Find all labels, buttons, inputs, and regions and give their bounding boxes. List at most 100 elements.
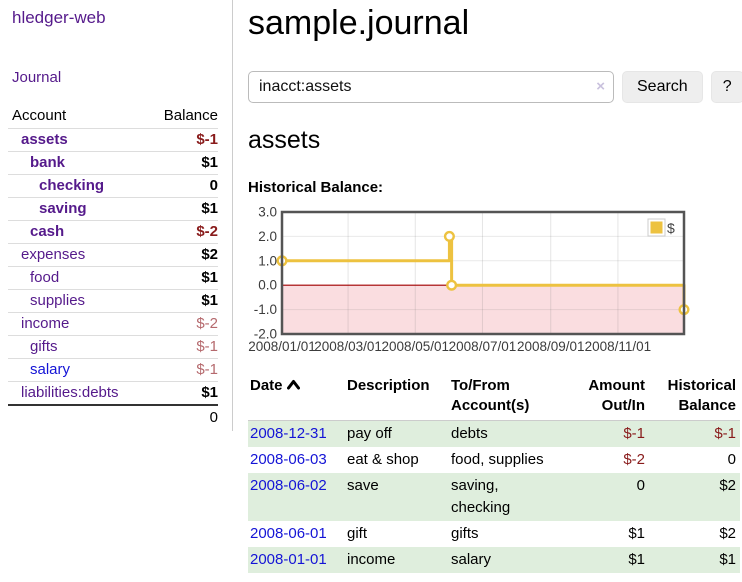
search-button[interactable]: Search (622, 71, 703, 103)
account-link-gifts[interactable]: gifts (30, 338, 58, 355)
historical-balance-chart: $3.0 2.0 1.0 0.0 -1.0 -2.0 2008/01/01 2008/03/0… (248, 205, 694, 362)
sidebar: hledger-web Journal Account Balance asse… (0, 0, 233, 431)
account-balance: $1 (201, 292, 218, 309)
help-button[interactable]: ? (710, 71, 742, 103)
account-balance: $-1 (196, 361, 218, 378)
register-header-balance: Historical Balance (649, 374, 740, 421)
account-row: salary $-1 (8, 358, 218, 381)
account-link-bank[interactable]: bank (30, 154, 66, 171)
account-link-checking[interactable]: checking (39, 177, 105, 194)
transaction-amount: $-1 (623, 425, 645, 442)
y-tick-label: 3.0 (258, 206, 277, 220)
transaction-date-link[interactable]: 2008-12-31 (250, 425, 327, 442)
accounts-rows: assets $-1 bank $1 checking 0 saving $1 cash $-2 e… (8, 128, 218, 404)
accounts-total-value: 0 (209, 409, 218, 426)
account-link-salary[interactable]: salary (30, 361, 71, 378)
transaction-date-link[interactable]: 2008-01-01 (250, 551, 327, 568)
account-balance: $-2 (196, 223, 218, 240)
chart-title: Historical Balance: (248, 179, 384, 196)
register-row: 2008-06-02 save saving, checking 0 $2 (248, 473, 740, 521)
x-tick-label: 2008/11/01 (585, 339, 652, 354)
negative-region (283, 285, 683, 333)
account-link-assets[interactable]: assets (21, 131, 68, 148)
legend-label: $ (667, 220, 675, 236)
y-tick-label: 1.0 (258, 253, 277, 268)
register-header-row: Date Description To/From Account(s) Amoun… (248, 374, 740, 421)
x-tick-label: 2008/05/01 (381, 339, 449, 354)
x-tick-label: 2008/09/01 (517, 339, 585, 354)
data-point-marker (443, 230, 455, 242)
account-balance: $1 (201, 384, 218, 401)
x-tick-label: 2008/07/01 (449, 339, 517, 354)
account-row: gifts $-1 (8, 335, 218, 358)
clear-search-icon[interactable]: × (596, 78, 605, 95)
page-title: sample.journal (248, 4, 470, 42)
transaction-accounts: salary (451, 551, 492, 568)
x-tick-label: 2008/01/01 (248, 339, 316, 354)
transaction-description: income (347, 551, 396, 568)
account-link-expenses[interactable]: expenses (21, 246, 86, 263)
register-row: 2008-01-01 income salary $1 $1 (248, 547, 740, 573)
y-tick-label: 2.0 (258, 229, 277, 244)
chart-svg: $3.0 2.0 1.0 0.0 -1.0 -2.02008/01/012008/03/0… (248, 205, 690, 354)
search-form: × Search ? (248, 71, 742, 103)
account-balance: $2 (201, 246, 218, 263)
transaction-date-link[interactable]: 2008-06-03 (250, 451, 327, 468)
transaction-amount: 0 (636, 477, 645, 494)
account-row: assets $-1 (8, 128, 218, 151)
transaction-balance: $2 (719, 477, 736, 494)
account-row: bank $1 (8, 151, 218, 174)
account-row: saving $1 (8, 197, 218, 220)
transaction-accounts: gifts (451, 525, 479, 542)
transaction-description: gift (347, 525, 368, 542)
account-row: income $-2 (8, 312, 218, 335)
accounts-table-header: Account Balance (8, 105, 218, 128)
register-header-date[interactable]: Date (248, 374, 345, 421)
accounts-header-balance: Balance (163, 107, 218, 124)
account-link-food[interactable]: food (30, 269, 60, 286)
y-tick-label: -1.0 (254, 302, 277, 317)
transaction-amount: $1 (628, 525, 645, 542)
search-input[interactable] (248, 71, 614, 103)
account-balance: $1 (201, 154, 218, 171)
account-balance: $1 (201, 269, 218, 286)
account-heading: assets (248, 126, 321, 154)
plot-border (280, 210, 686, 336)
sort-ascending-icon (286, 376, 300, 396)
transaction-balance: $1 (719, 551, 736, 568)
transaction-amount: $-2 (623, 451, 645, 468)
register-header-amount: Amount Out/In (565, 374, 649, 421)
register-row: 2008-06-03 eat & shop food, supplies $-2 0 (248, 447, 740, 473)
transaction-date-link[interactable]: 2008-06-02 (250, 477, 327, 494)
transaction-accounts: debts (451, 425, 488, 442)
account-row: liabilities:debts $1 (8, 381, 218, 404)
account-link-income[interactable]: income (21, 315, 70, 332)
accounts-table: Account Balance assets $-1 bank $1 checking 0… (8, 105, 218, 427)
accounts-total-row: 0 (8, 404, 218, 427)
account-row: supplies $1 (8, 289, 218, 312)
register-header-accounts: To/From Account(s) (449, 374, 565, 421)
account-link-supplies[interactable]: supplies (30, 292, 86, 309)
account-balance: $1 (201, 200, 218, 217)
account-link-saving[interactable]: saving (39, 200, 87, 217)
account-row: food $1 (8, 266, 218, 289)
account-row: cash $-2 (8, 220, 218, 243)
account-row: expenses $2 (8, 243, 218, 266)
register-table: Date Description To/From Account(s) Amoun… (248, 374, 740, 573)
transaction-date-link[interactable]: 2008-06-01 (250, 525, 327, 542)
transaction-accounts: saving, checking (451, 477, 511, 516)
y-tick-label: 0.0 (258, 278, 277, 293)
account-link-cash[interactable]: cash (30, 223, 65, 240)
account-link-liabilities-debts[interactable]: liabilities:debts (21, 384, 119, 401)
account-balance: $-1 (196, 131, 218, 148)
register-row: 2008-06-01 gift gifts $1 $2 (248, 521, 740, 547)
account-row: checking 0 (8, 174, 218, 197)
sidebar-item-journal[interactable]: Journal (12, 69, 62, 86)
account-balance: 0 (209, 177, 218, 194)
transaction-description: pay off (347, 425, 392, 442)
app-brand-link[interactable]: hledger-web (12, 8, 106, 27)
accounts-header-account: Account (12, 107, 67, 124)
y-tick-label: -2.0 (254, 327, 277, 342)
account-balance: $-2 (196, 315, 218, 332)
